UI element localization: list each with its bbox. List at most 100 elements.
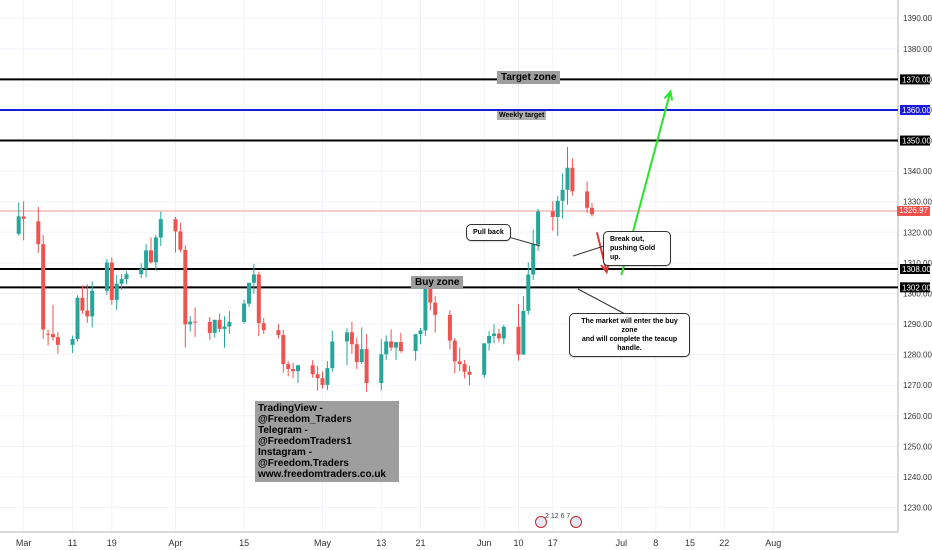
- buy-zone-note-pointer: [577, 288, 626, 315]
- y-tick-label: 1240.00: [903, 473, 932, 482]
- candle-body: [482, 343, 487, 375]
- x-tick-label: 11: [68, 538, 77, 548]
- candle-body: [80, 297, 85, 311]
- candle-body: [109, 262, 114, 300]
- candle-body: [325, 368, 330, 385]
- candle-body: [364, 349, 369, 384]
- x-tick-label: 21: [415, 538, 425, 548]
- y-tick-label: 1330.00: [903, 198, 932, 207]
- current-price-tag: 1326.97: [897, 205, 930, 216]
- candle-body: [41, 244, 46, 330]
- candle-body: [452, 340, 457, 362]
- candle-body: [555, 200, 560, 218]
- candle-body: [330, 341, 335, 369]
- candle-body: [354, 344, 359, 362]
- x-tick-label: 17: [548, 538, 558, 548]
- x-tick-label: 10: [513, 538, 523, 548]
- candle-body: [85, 310, 90, 317]
- level-tag-label: 1360.00: [902, 106, 931, 115]
- candle-body: [349, 332, 354, 345]
- y-tick-label: 1390.00: [903, 14, 932, 23]
- candle-body: [178, 231, 183, 250]
- y-tick-label: 1270.00: [903, 381, 932, 390]
- candle-body: [516, 326, 521, 355]
- pullback-arrow-head: [600, 263, 610, 275]
- candle-body: [247, 282, 251, 304]
- candle-body: [379, 354, 384, 384]
- watermark-line-instagram: Instagram -@Freedom.Traders: [258, 447, 349, 469]
- candle-body: [124, 274, 129, 280]
- level-tag-bg: [900, 74, 930, 85]
- candle-body: [104, 262, 109, 291]
- candle-body: [550, 211, 555, 218]
- candle-body: [423, 287, 428, 331]
- y-tick-label: 1340.00: [903, 167, 932, 176]
- candle-body: [394, 342, 398, 348]
- x-tick-label: Aug: [765, 538, 781, 548]
- candle-body: [173, 219, 178, 232]
- breakout-arrow-head: [663, 89, 674, 101]
- candle-body: [222, 326, 227, 329]
- weekly-target-label: Weekly target: [497, 111, 547, 120]
- y-tick-label: 1280.00: [903, 351, 932, 360]
- candle-body: [46, 333, 51, 335]
- candle-body: [467, 371, 472, 375]
- candle-body: [51, 334, 55, 338]
- candle-body: [119, 279, 124, 284]
- candle-body: [487, 335, 492, 344]
- candle-body: [139, 268, 144, 275]
- x-tick-label: Mar: [16, 538, 32, 548]
- candle-body: [590, 207, 594, 215]
- candle-body: [526, 274, 531, 311]
- candle-body: [398, 342, 403, 351]
- candle-body: [149, 250, 153, 263]
- y-tick-label: 1230.00: [903, 504, 932, 513]
- candle-body: [418, 330, 423, 335]
- candle-body: [428, 287, 433, 303]
- x-tick-label: 13: [376, 538, 386, 548]
- watermark-line-website: www.freedomtraders.co.uk: [258, 469, 386, 480]
- candle-body: [281, 335, 286, 365]
- break-out-pointer: [572, 245, 605, 257]
- watermark-line-telegram: Telegram - @FreedomTraders1: [258, 425, 352, 447]
- candle-body: [183, 249, 188, 325]
- us-flag-icon[interactable]: [535, 516, 547, 528]
- x-tick-label: 19: [107, 538, 117, 548]
- watermark-box: TradingView - @Freedom_Traders Telegram …: [255, 401, 399, 482]
- candle-body: [315, 374, 320, 379]
- candle-body: [585, 191, 590, 208]
- x-tick-label: Apr: [168, 538, 182, 548]
- candle-body: [276, 330, 281, 336]
- candle-body: [320, 378, 325, 385]
- x-tick-label: Jun: [477, 538, 492, 548]
- candle-body: [207, 321, 212, 333]
- candle-body: [75, 297, 80, 340]
- level-tag-label: 1302.00: [902, 283, 931, 292]
- economic-events-counts: 2 12 6 7: [545, 513, 571, 520]
- candle-body: [227, 321, 232, 327]
- candle-body: [16, 216, 21, 234]
- y-tick-label: 1300.00: [903, 289, 932, 298]
- watermark-line-tradingview: TradingView - @Freedom_Traders: [258, 403, 352, 425]
- candle-body: [261, 323, 266, 331]
- break-out-callout: Break out, pushing Gold up.: [603, 231, 671, 266]
- level-tag-label: 1308.00: [902, 265, 931, 274]
- x-tick-label: May: [314, 538, 332, 548]
- candle-body: [296, 365, 300, 372]
- candle-body: [70, 339, 75, 345]
- candle-body: [21, 216, 26, 219]
- candle-body: [242, 303, 247, 322]
- buy-zone-note-callout: The market will enter the buy zone and w…: [569, 313, 690, 357]
- candle-body: [536, 211, 541, 245]
- candle-body: [384, 341, 389, 355]
- pull-back-pointer: [504, 235, 541, 247]
- candle-body: [251, 274, 256, 283]
- candle-body: [345, 332, 349, 342]
- us-flag-icon[interactable]: [570, 516, 582, 528]
- candle-body: [457, 361, 462, 365]
- candle-body: [286, 364, 291, 370]
- candle-body: [193, 321, 198, 323]
- candle-body: [501, 326, 506, 339]
